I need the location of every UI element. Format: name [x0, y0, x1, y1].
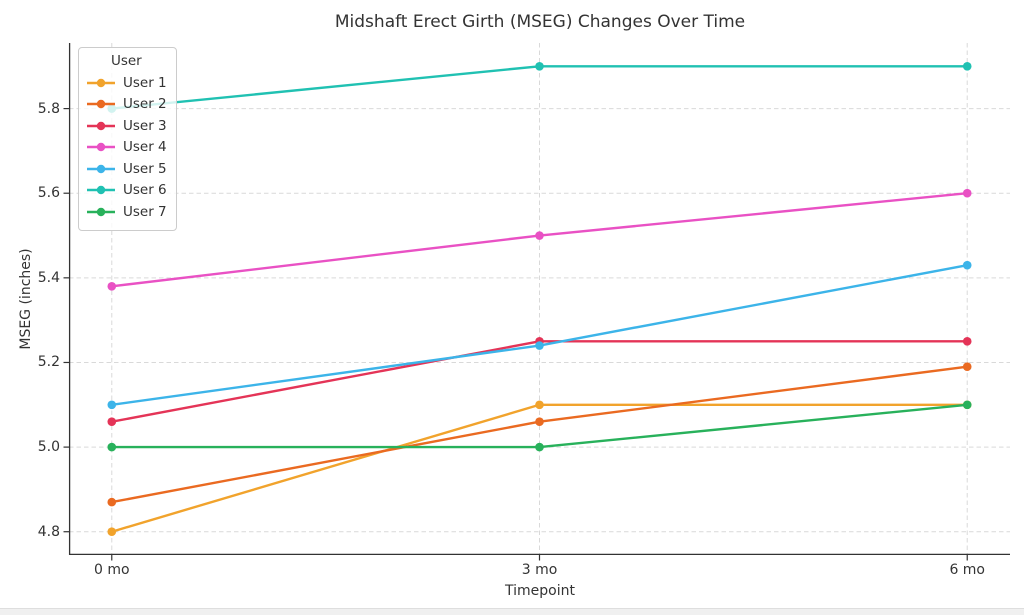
data-point: [535, 61, 544, 71]
legend-marker-sample: [96, 78, 106, 87]
legend-item-label: User 4: [123, 139, 167, 156]
data-point: [962, 337, 972, 346]
legend-marker-sample: [96, 164, 106, 173]
data-point: [535, 341, 544, 350]
data-point: [535, 400, 544, 410]
legend-item-label: User 5: [123, 160, 167, 177]
data-point: [962, 260, 972, 270]
y-tick-label: 5.0: [37, 439, 60, 456]
data-point: [107, 442, 117, 452]
data-point: [107, 282, 117, 291]
plot-area: [63, 43, 1010, 561]
legend-item-user-6: User 6: [86, 180, 167, 202]
data-point: [107, 527, 117, 537]
legend-swatch: [87, 207, 115, 216]
legend-marker-sample: [96, 143, 106, 152]
data-point: [535, 417, 544, 427]
legend-item-label: User 2: [123, 96, 167, 113]
series-line-user-6: [110, 65, 969, 110]
data-point: [962, 362, 972, 372]
legend-item-user-3: User 3: [86, 115, 167, 137]
legend-swatch: [87, 78, 115, 87]
legend-marker-sample: [96, 186, 106, 195]
legend-marker-sample: [96, 207, 106, 216]
legend-entries: User 1 User 2 User 3 User 4 User 5 User 6 User…: [86, 72, 167, 223]
data-point: [107, 417, 117, 427]
legend-swatch: [87, 186, 115, 195]
legend-item-user-5: User 5: [86, 158, 167, 180]
y-tick-label: 4.8: [37, 523, 60, 540]
legend-item-user-2: User 2: [86, 94, 167, 116]
data-point: [535, 231, 544, 240]
legend-item-label: User 1: [123, 74, 167, 91]
legend-marker-sample: [96, 121, 106, 130]
legend-swatch: [87, 121, 115, 130]
legend: User User 1 User 2 User 3 User 4 User 5 User …: [78, 47, 177, 231]
y-tick-label: 5.8: [37, 100, 60, 117]
chart-title: Midshaft Erect Girth (MSEG) Changes Over…: [334, 12, 746, 32]
legend-item-user-1: User 1: [86, 72, 167, 94]
window-bottom-edge: [0, 608, 1024, 615]
x-tick-label: 0 mo: [93, 562, 130, 578]
legend-swatch: [87, 164, 115, 173]
y-tick-label: 5.2: [37, 354, 60, 371]
data-point: [962, 188, 972, 198]
data-point: [962, 400, 972, 410]
legend-swatch: [87, 143, 115, 152]
y-axis-label: MSEG (inches): [18, 248, 34, 350]
legend-swatch: [87, 100, 115, 109]
data-point: [962, 61, 972, 71]
data-point: [107, 400, 117, 410]
legend-item-label: User 3: [123, 117, 167, 134]
data-point: [107, 497, 117, 507]
legend-item-label: User 6: [123, 182, 167, 199]
y-tick-label: 5.6: [37, 185, 60, 202]
legend-item-user-7: User 7: [86, 201, 167, 223]
legend-title: User: [110, 53, 142, 69]
data-point: [535, 442, 544, 452]
x-tick-label: 3 mo: [521, 562, 558, 578]
legend-item-label: User 7: [123, 203, 167, 220]
legend-marker-sample: [96, 100, 106, 109]
legend-item-user-4: User 4: [86, 137, 167, 159]
x-axis-label: Timepoint: [505, 583, 575, 599]
x-tick-label: 6 mo: [949, 562, 985, 578]
y-tick-label: 5.4: [37, 269, 60, 286]
